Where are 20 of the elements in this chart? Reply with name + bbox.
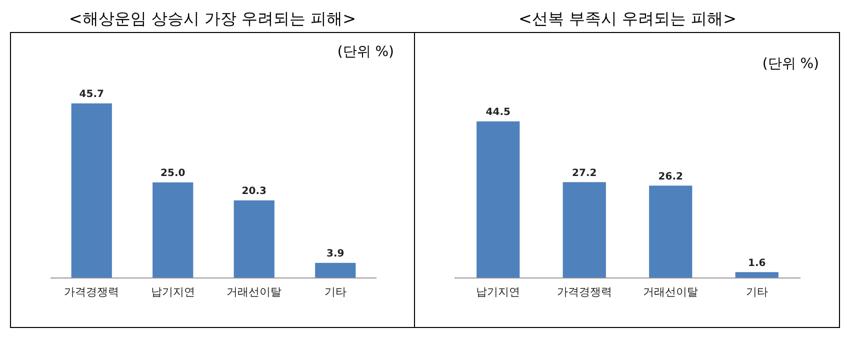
data-label: 44.5	[486, 106, 510, 118]
chart-title: <선복 부족시 우려되는 피해>	[517, 8, 738, 30]
chart-title: <해상운임 상승시 가장 우려되는 피해>	[68, 8, 358, 30]
x-tick-label: 기타	[324, 285, 346, 298]
data-label: 27.2	[572, 168, 597, 179]
x-tick-label: 가격경쟁력	[64, 285, 120, 298]
data-label: 26.2	[658, 171, 683, 182]
data-label: 20.3	[242, 186, 266, 197]
x-tick-label: 가격경쟁력	[556, 285, 612, 298]
data-label: 45.7	[79, 89, 104, 100]
data-label: 1.6	[748, 258, 766, 269]
x-tick-label: 거래선이탈	[643, 285, 698, 298]
data-label: 3.9	[326, 248, 344, 260]
x-tick-label: 거래선이탈	[226, 285, 282, 298]
text: (단위 %)	[762, 55, 819, 73]
x-tick-label: 납기지연	[476, 285, 520, 298]
x-tick-label: 기타	[746, 285, 768, 298]
text: (단위 %)	[337, 43, 394, 61]
data-label: 25.0	[160, 168, 186, 179]
x-tick-label: 납기지연	[150, 285, 195, 298]
